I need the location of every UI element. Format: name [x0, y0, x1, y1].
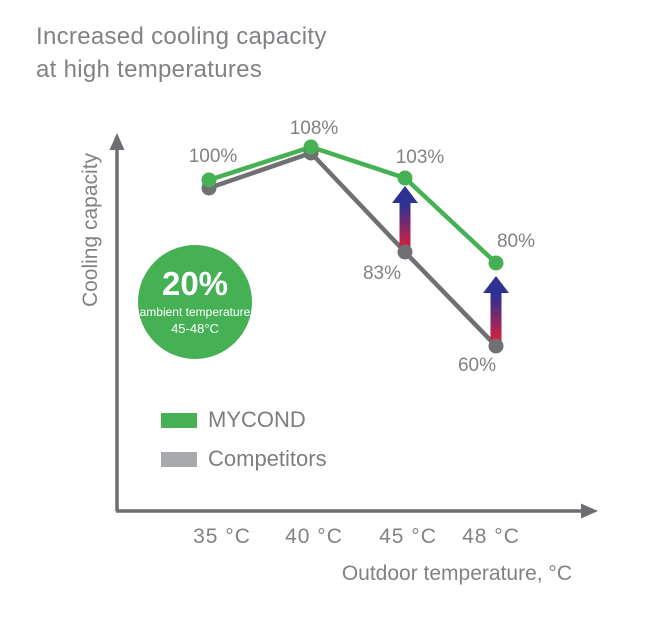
highlight-badge: 20% ambient temperature 45-48°C [138, 245, 252, 359]
legend-swatch-competitors [161, 451, 197, 467]
chart-title: Increased cooling capacity at high tempe… [36, 20, 327, 86]
mycond-point-45c [397, 170, 413, 186]
x-tick-35c: 35 °C [193, 525, 251, 548]
mycond-value-label-48c: 80% [497, 231, 535, 252]
mycond-value-label-35c: 100% [189, 146, 238, 167]
y-axis-arrowhead [109, 133, 125, 150]
mycond-value-label-45c: 103% [396, 147, 445, 168]
mycond-point-35c [201, 172, 217, 188]
x-axis-arrowhead [581, 503, 598, 519]
gain-arrow-1 [392, 186, 418, 250]
badge-value: 20% [161, 265, 229, 303]
competitors-point-45c [397, 244, 413, 260]
competitors-value-label-48c: 60% [458, 355, 496, 376]
legend-item-mycond: MYCOND [161, 407, 327, 432]
gain-arrow-2 [483, 276, 509, 344]
competitors-point-48c [488, 338, 504, 354]
legend-item-competitors: Competitors [161, 446, 327, 471]
mycond-value-label-40c: 108% [290, 118, 339, 139]
legend-label-competitors: Competitors [208, 446, 327, 471]
mycond-point-48c [488, 255, 504, 271]
x-tick-48c: 48 °C [462, 525, 520, 548]
chart-title-line2: at high temperatures [36, 56, 263, 83]
chart-title-line1: Increased cooling capacity [36, 23, 327, 50]
badge-caption-line2: 45-48°C [171, 321, 219, 337]
y-axis-title: Cooling capacity [79, 152, 102, 308]
badge-caption-line1: ambient temperature [139, 305, 251, 320]
legend: MYCOND Competitors [161, 407, 327, 486]
mycond-point-40c [303, 139, 319, 155]
competitors-line [206, 150, 499, 349]
mycond-line [206, 144, 499, 266]
legend-label-mycond: MYCOND [208, 407, 306, 432]
x-tick-40c: 40 °C [285, 525, 343, 548]
x-tick-45c: 45 °C [379, 525, 437, 548]
competitors-value-label-45c: 83% [363, 263, 401, 284]
x-axis-title: Outdoor temperature, °C [341, 562, 572, 585]
legend-swatch-mycond [161, 412, 197, 428]
